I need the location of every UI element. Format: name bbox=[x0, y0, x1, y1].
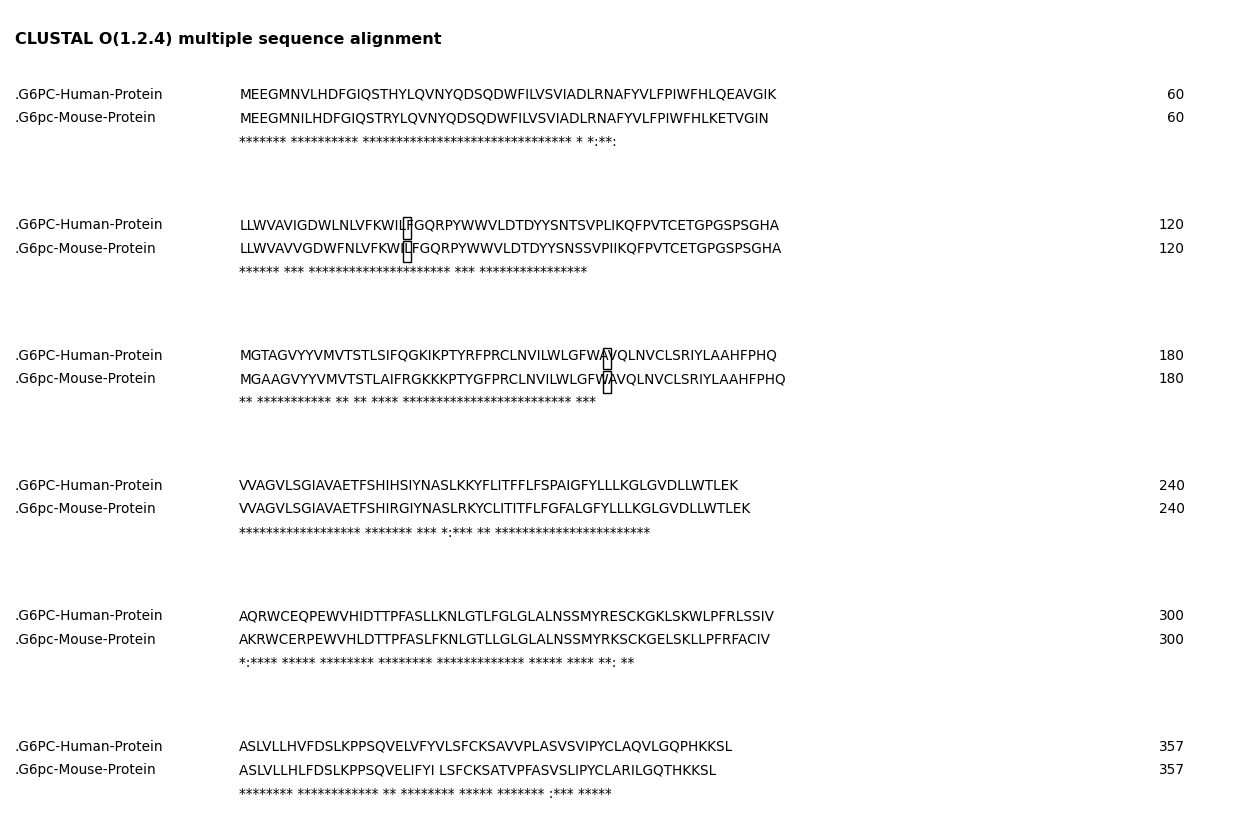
Text: .G6PC-Human-Protein: .G6PC-Human-Protein bbox=[15, 479, 164, 493]
Text: 300: 300 bbox=[1158, 633, 1184, 647]
Text: .G6PC-Human-Protein: .G6PC-Human-Protein bbox=[15, 609, 164, 624]
Bar bbox=[403, 217, 410, 239]
Text: .G6pc-Mouse-Protein: .G6pc-Mouse-Protein bbox=[15, 242, 156, 256]
Text: 180: 180 bbox=[1158, 349, 1184, 363]
Text: ASLVLLHLFDSLKPPSQVELIFYI LSFCKSATVPFASVSLIPYCLARILGQTHKKSL: ASLVLLHLFDSLKPPSQVELIFYI LSFCKSATVPFASVS… bbox=[239, 763, 716, 777]
Text: LLWVAVVGDWFNLVFKWILFGQRPYWWVLDTDYYSNSSVPIIKQFPVTCETGPGSPSGHA: LLWVAVVGDWFNLVFKWILFGQRPYWWVLDTDYYSNSSVP… bbox=[239, 242, 782, 256]
Text: MGAAGVYYVMVTSTLAIFRGKKKPTYGFPRCLNVILWLGFWAVQLNVCLSRIYLAAHFPHQ: MGAAGVYYVMVTSTLAIFRGKKKPTYGFPRCLNVILWLGF… bbox=[239, 372, 786, 386]
Text: AKRWCERPEWVHLDTTPFASLFKNLGTLLGLGLALNSSMYRKSCKGELSKLLPFRFACIV: AKRWCERPEWVHLDTTPFASLFKNLGTLLGLGLALNSSMY… bbox=[239, 633, 771, 647]
Text: .G6pc-Mouse-Protein: .G6pc-Mouse-Protein bbox=[15, 372, 156, 386]
Text: 180: 180 bbox=[1158, 372, 1184, 386]
Text: 60: 60 bbox=[1167, 88, 1184, 102]
Text: .G6PC-Human-Protein: .G6PC-Human-Protein bbox=[15, 218, 164, 232]
Text: LLWVAVIGDWLNLVFKWILFGQRPYWWVLDTDYYSNTSVPLIKQFPVTCETGPGSPSGHA: LLWVAVIGDWLNLVFKWILFGQRPYWWVLDTDYYSNTSVP… bbox=[239, 218, 779, 232]
Text: ASLVLLHVFDSLKPPSQVELVFYVLSFCKSAVVPLASVSVIPYCLAQVLGQPHKKSL: ASLVLLHVFDSLKPPSQVELVFYVLSFCKSAVVPLASVSV… bbox=[239, 740, 733, 754]
Text: .G6pc-Mouse-Protein: .G6pc-Mouse-Protein bbox=[15, 633, 156, 647]
Text: .G6PC-Human-Protein: .G6PC-Human-Protein bbox=[15, 740, 164, 754]
Text: 240: 240 bbox=[1158, 479, 1184, 493]
Text: .G6PC-Human-Protein: .G6PC-Human-Protein bbox=[15, 349, 164, 363]
Bar bbox=[603, 371, 611, 393]
Text: .G6pc-Mouse-Protein: .G6pc-Mouse-Protein bbox=[15, 111, 156, 125]
Text: MEEGMNVLHDFGIQSTHYLQVNYQDSQDWFILVSVIADLRNAFYVLFPIWFHLQEAVGIK: MEEGMNVLHDFGIQSTHYLQVNYQDSQDWFILVSVIADLR… bbox=[239, 88, 777, 102]
Text: 357: 357 bbox=[1158, 763, 1184, 777]
Text: ****** *** ********************* *** ****************: ****** *** ********************* *** ***… bbox=[239, 265, 587, 279]
Text: .G6PC-Human-Protein: .G6PC-Human-Protein bbox=[15, 88, 164, 102]
Text: 240: 240 bbox=[1158, 502, 1184, 517]
Text: MEEGMNILHDFGIQSTRYLQVNYQDSQDWFILVSVIADLRNAFYVLFPIWFHLKETVGIN: MEEGMNILHDFGIQSTRYLQVNYQDSQDWFILVSVIADLR… bbox=[239, 111, 769, 125]
Text: 300: 300 bbox=[1158, 609, 1184, 624]
Text: .G6pc-Mouse-Protein: .G6pc-Mouse-Protein bbox=[15, 502, 156, 517]
Text: .G6pc-Mouse-Protein: .G6pc-Mouse-Protein bbox=[15, 763, 156, 777]
Text: 120: 120 bbox=[1158, 242, 1184, 256]
Text: 357: 357 bbox=[1158, 740, 1184, 754]
Text: VVAGVLSGIAVAETFSHIHSIYNASLKKYFLITFFLFSPAIGFYLLLKGLGVDLLWTLEK: VVAGVLSGIAVAETFSHIHSIYNASLKKYFLITFFLFSPA… bbox=[239, 479, 740, 493]
Text: ******* ********** ******************************* * *:**:: ******* ********** *********************… bbox=[239, 135, 617, 149]
Text: ******** ************ ** ******** ***** ******* :*** *****: ******** ************ ** ******** ***** … bbox=[239, 787, 612, 801]
Bar bbox=[403, 241, 410, 263]
Text: 120: 120 bbox=[1158, 218, 1184, 232]
Text: AQRWCEQPEWVHIDTTPFASLLKNLGTLFGLGLALNSSMYRESCKGKLSKWLPFRLSSIV: AQRWCEQPEWVHIDTTPFASLLKNLGTLFGLGLALNSSMY… bbox=[239, 609, 776, 624]
Text: 60: 60 bbox=[1167, 111, 1184, 125]
Text: *:**** ***** ******** ******** ************* ***** **** **: **: *:**** ***** ******** ******** *********… bbox=[239, 656, 634, 670]
Text: MGTAGVYYVMVTSTLSIFQGKIKPTYRFPRCLNVILWLGFWAVQLNVCLSRIYLAAHFPHQ: MGTAGVYYVMVTSTLSIFQGKIKPTYRFPRCLNVILWLGF… bbox=[239, 349, 777, 363]
Text: ****************** ******* *** *:*** ** ***********************: ****************** ******* *** *:*** ** … bbox=[239, 526, 650, 540]
Text: VVAGVLSGIAVAETFSHIRGIYNASLRKYCLITITFLFGFALGFYLLLKGLGVDLLWTLEK: VVAGVLSGIAVAETFSHIRGIYNASLRKYCLITITFLFGF… bbox=[239, 502, 751, 517]
Text: CLUSTAL O(1.2.4) multiple sequence alignment: CLUSTAL O(1.2.4) multiple sequence align… bbox=[15, 32, 441, 47]
Bar bbox=[603, 348, 611, 370]
Text: ** *********** ** ** **** ************************* ***: ** *********** ** ** **** **************… bbox=[239, 395, 596, 410]
